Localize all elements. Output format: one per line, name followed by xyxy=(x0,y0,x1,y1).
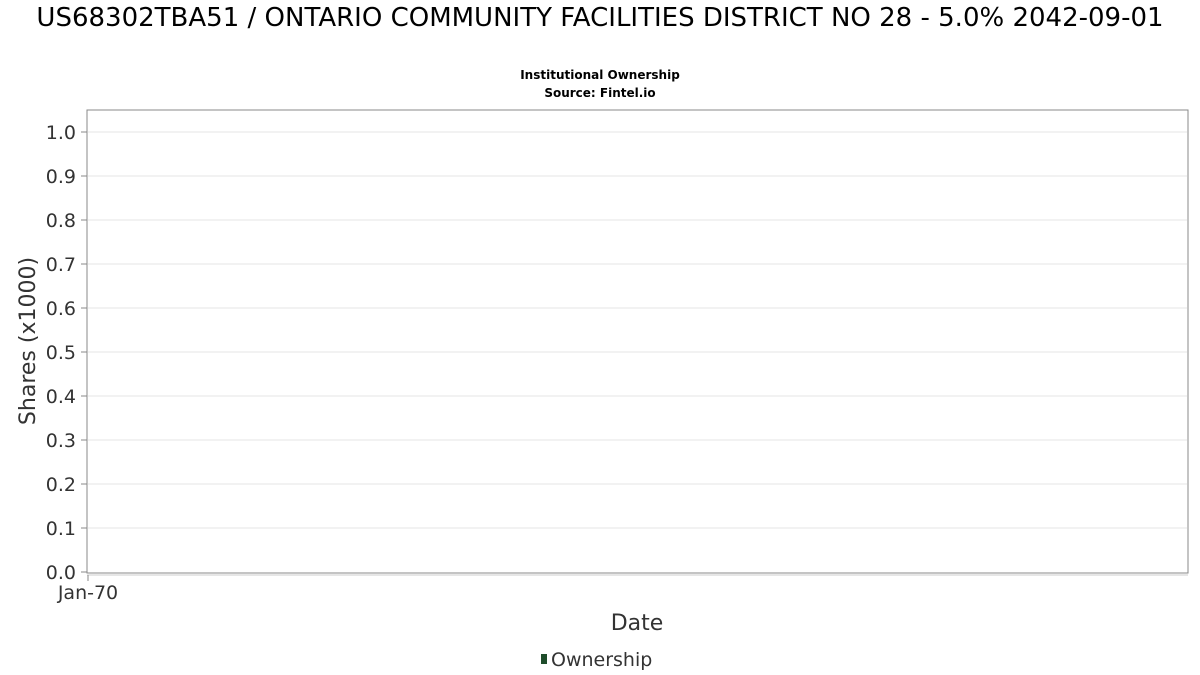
y-tick-label: 0.8 xyxy=(46,210,76,232)
y-tick-label: 0.9 xyxy=(46,166,76,188)
y-tick-label: 0.2 xyxy=(46,474,76,496)
grid-lines xyxy=(88,131,1187,529)
y-axis-ticks: 0.0 0.1 0.2 0.3 0.4 0.5 0.6 0.7 0.8 0.9 1.0 xyxy=(46,122,87,584)
chart-subtitle: Institutional Ownership xyxy=(520,68,680,82)
y-tick-label: 0.6 xyxy=(46,298,76,320)
y-tick-label: 0.4 xyxy=(46,386,76,408)
x-axis-ticks: Jan-70 xyxy=(57,575,118,604)
y-tick-label: 0.5 xyxy=(46,342,76,364)
y-tick-label: 0.1 xyxy=(46,518,76,540)
y-tick-label: 0.3 xyxy=(46,430,76,452)
x-axis-title: Date xyxy=(611,611,664,636)
y-tick-label: 1.0 xyxy=(46,122,76,144)
legend-label-ownership: Ownership xyxy=(551,649,652,671)
plot-frame xyxy=(86,109,1189,574)
y-tick-label: 0.7 xyxy=(46,254,76,276)
y-axis-title: Shares (x1000) xyxy=(16,257,41,425)
chart-source: Source: Fintel.io xyxy=(544,86,656,100)
x-tick-label: Jan-70 xyxy=(57,582,118,604)
y-tick-label: 0.0 xyxy=(46,562,76,584)
legend-swatch-ownership xyxy=(541,654,547,664)
chart-title: US68302TBA51 / ONTARIO COMMUNITY FACILIT… xyxy=(36,3,1164,33)
legend[interactable]: Ownership xyxy=(541,649,652,671)
